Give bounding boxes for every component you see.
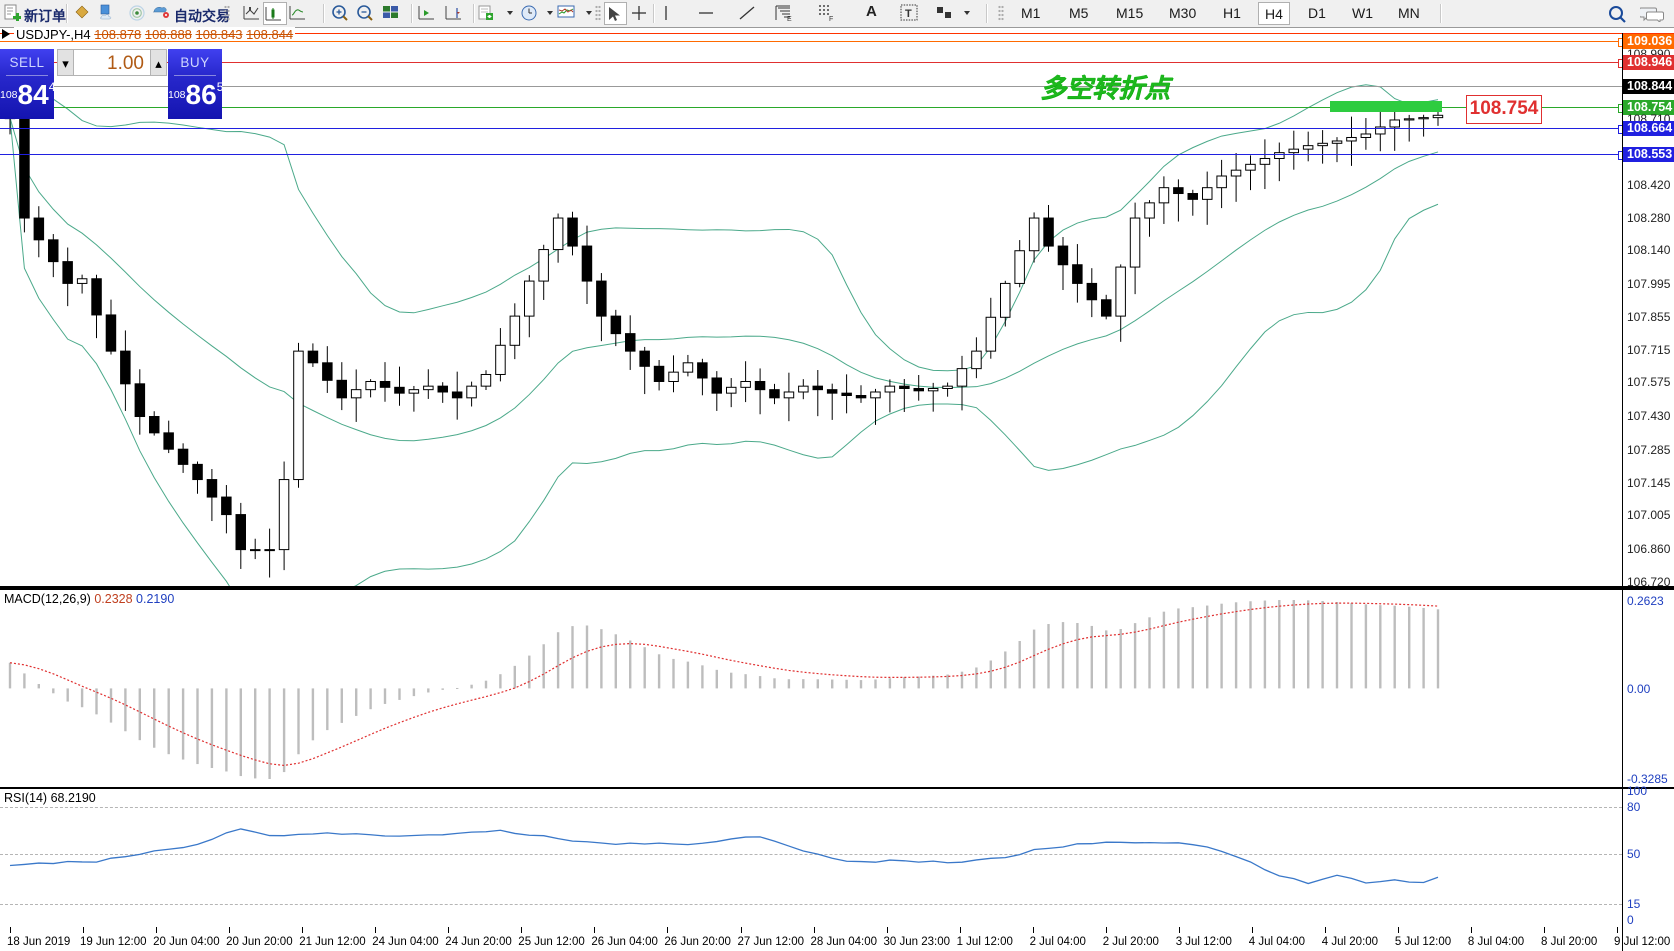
svg-text:T: T xyxy=(905,8,912,20)
svg-text:E: E xyxy=(787,16,792,22)
svg-text:F: F xyxy=(829,16,833,22)
